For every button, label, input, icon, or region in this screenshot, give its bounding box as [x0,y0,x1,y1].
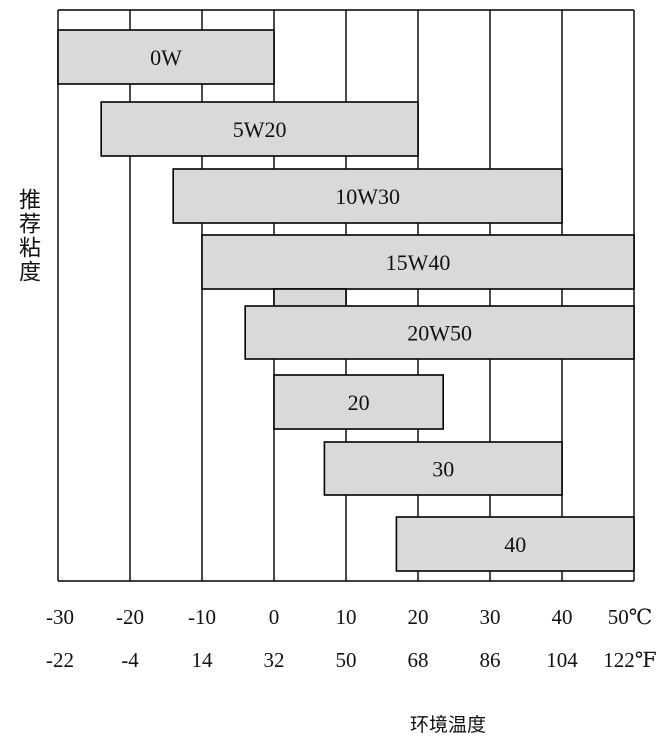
x-axis-label: 环境温度 [409,714,486,736]
tick-fahrenheit-5: 68 [408,648,429,672]
bar-0w: 0W [57,29,275,85]
bar-rect [273,374,444,430]
bar-rect [57,29,275,85]
bar-rect [172,168,563,224]
tick-celsius-3: 0 [269,605,280,629]
bar-rect [100,101,419,157]
bar-rect [201,234,635,290]
tick-fahrenheit-1: -4 [121,648,139,672]
tick-labels: -30 -20 -10 0 10 20 30 40 50℃ -22 -4 14 32 50 68 86 104 1… [46,605,657,672]
tick-celsius-8: 50℃ [608,605,653,629]
tick-celsius-2: -10 [188,605,216,629]
bar-label: 5W20 [233,117,287,142]
tick-celsius-0: -30 [46,605,74,629]
tick-celsius-7: 40 [552,605,573,629]
tick-fahrenheit-0: -22 [46,648,74,672]
bar-label: 20W50 [407,321,472,346]
bar-label: 30 [432,457,454,482]
bar-label: 0W [150,45,182,70]
tick-celsius-5: 20 [408,605,429,629]
tick-fahrenheit-8: 122℉ [603,648,657,672]
bar-label: 40 [504,532,526,557]
bar-label: 10W30 [335,184,400,209]
tick-celsius-4: 10 [336,605,357,629]
y-axis-label: 推荐粘度 [15,188,40,284]
bar-rect [244,305,635,360]
bar-30: 30 [323,441,563,496]
bar-label: 15W40 [386,250,451,275]
tick-fahrenheit-7: 104 [546,648,578,672]
bar-rect [395,516,635,572]
bar-20w50: 20W50 [244,305,635,360]
tick-fahrenheit-2: 14 [192,648,214,672]
bar-rect [323,441,563,496]
bars: 0W 5W20 10W30 15W40 20W50 20 30 40 [57,29,635,572]
bar-rect [273,288,347,308]
bar-5w20: 5W20 [100,101,419,157]
bar-40: 40 [395,516,635,572]
bar-20: 20 [273,374,444,430]
bar-unlabeled [273,288,347,308]
tick-fahrenheit-3: 32 [264,648,285,672]
bar-10w30: 10W30 [172,168,563,224]
tick-fahrenheit-4: 50 [336,648,357,672]
bar-15w40: 15W40 [201,234,635,290]
tick-celsius-6: 30 [480,605,501,629]
tick-fahrenheit-6: 86 [480,648,501,672]
tick-celsius-1: -20 [116,605,144,629]
bar-label: 20 [348,390,370,415]
